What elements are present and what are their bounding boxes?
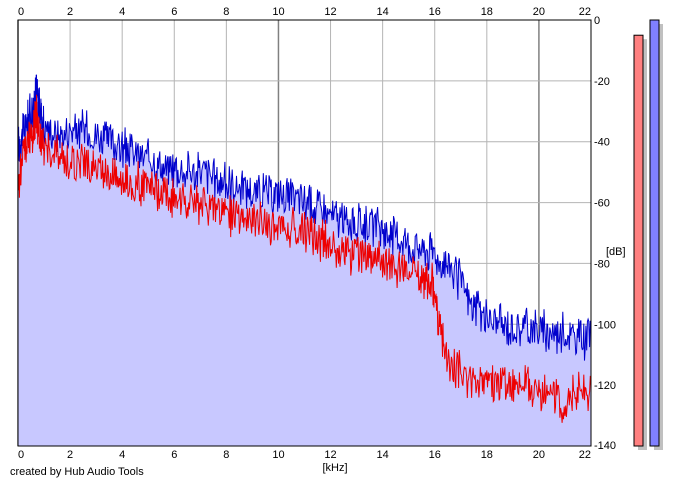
x-tick-label-bottom: 14 <box>377 449 389 461</box>
y-axis-label: [dB] <box>606 246 626 258</box>
x-tick-label-bottom: 0 <box>18 449 24 461</box>
plot-frame <box>17 19 592 447</box>
x-tick-label-top: 22 <box>579 6 591 18</box>
level-meter-right <box>649 19 660 447</box>
level-meter-left <box>633 34 644 447</box>
x-axis-label: [kHz] <box>322 462 347 474</box>
x-tick-label-top: 8 <box>223 6 229 18</box>
x-tick-label-top: 20 <box>533 6 545 18</box>
y-tick-label: 0 <box>594 15 600 27</box>
y-tick-label: -120 <box>594 380 616 392</box>
x-tick-label-top: 12 <box>324 6 336 18</box>
series-line-red <box>17 94 592 423</box>
x-tick-label-top: 10 <box>272 6 284 18</box>
x-tick-label-bottom: 8 <box>223 449 229 461</box>
x-tick-label-bottom: 10 <box>272 449 284 461</box>
spectrum-area-fill <box>18 74 591 446</box>
series-lines <box>17 74 592 423</box>
x-tick-label-bottom: 6 <box>171 449 177 461</box>
x-tick-label-bottom: 16 <box>429 449 441 461</box>
x-ticks-top: 0 2 4 6 8 10 12 14 16 18 20 22 <box>18 6 591 18</box>
x-tick-label-top: 0 <box>18 6 24 18</box>
x-tick-label-top: 6 <box>171 6 177 18</box>
x-tick-label-top: 4 <box>119 6 125 18</box>
x-tick-label-top: 18 <box>481 6 493 18</box>
y-tick-label: -140 <box>594 440 616 452</box>
y-tick-label: -80 <box>594 258 610 270</box>
x-tick-label-bottom: 2 <box>67 449 73 461</box>
x-tick-label-bottom: 4 <box>119 449 125 461</box>
x-tick-label-bottom: 20 <box>533 449 545 461</box>
y-tick-label: -100 <box>594 319 616 331</box>
level-meters <box>633 19 663 450</box>
credit-text: created by Hub Audio Tools <box>10 466 144 478</box>
x-tick-label-top: 14 <box>377 6 389 18</box>
y-tick-label: -40 <box>594 137 610 149</box>
x-tick-label-top: 16 <box>429 6 441 18</box>
x-tick-label-top: 2 <box>67 6 73 18</box>
series-line-blue <box>17 74 592 361</box>
y-ticks: 0 -20 -40 -60 -80 -100 -120 -140 <box>594 15 616 452</box>
x-tick-label-bottom: 12 <box>324 449 336 461</box>
x-tick-label-bottom: 22 <box>579 449 591 461</box>
x-tick-label-bottom: 18 <box>481 449 493 461</box>
y-tick-label: -20 <box>594 76 610 88</box>
x-ticks-bottom: 0 2 4 6 8 10 12 14 16 18 20 22 <box>18 449 591 461</box>
y-tick-label: -60 <box>594 198 610 210</box>
